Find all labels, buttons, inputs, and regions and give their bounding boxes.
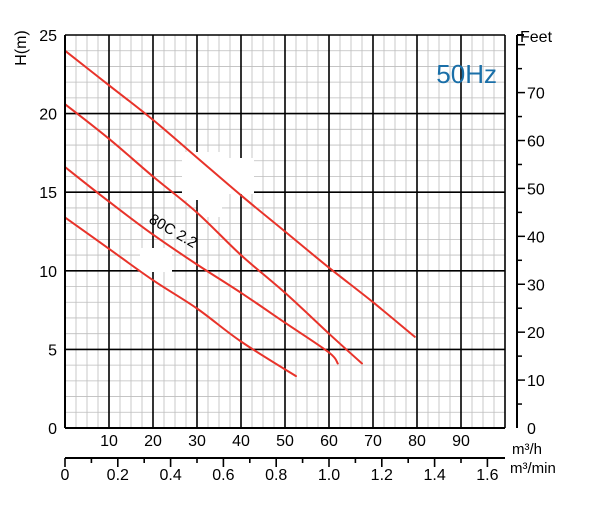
h-tick-label: 5 xyxy=(48,342,57,359)
grid-mask xyxy=(182,152,222,200)
h-tick-label: 20 xyxy=(39,107,57,124)
h-tick-label: 0 xyxy=(48,421,57,438)
feet-axis-label: Feet xyxy=(520,29,553,46)
curve-series-4 xyxy=(64,216,297,378)
h-tick-label: 25 xyxy=(39,28,57,45)
m3h-axis-label: m³/h xyxy=(512,441,542,458)
m3min-tick-label: 1.2 xyxy=(371,467,393,484)
m3h-tick-label: 90 xyxy=(452,433,470,450)
feet-tick-label: 40 xyxy=(527,229,545,246)
curve-label: 80C 2.2 xyxy=(146,211,200,252)
feet-tick-label: 0 xyxy=(527,421,536,438)
grid-mask xyxy=(222,158,254,194)
feet-tick-label: 20 xyxy=(527,325,545,342)
curve-series-3 xyxy=(64,166,339,365)
feet-tick-label: 60 xyxy=(527,134,545,151)
curve-series-2 xyxy=(64,103,363,365)
m3min-axis-label: m³/min xyxy=(510,460,556,477)
m3min-tick-label: 0.4 xyxy=(159,467,181,484)
m3min-tick-label: 0.6 xyxy=(212,467,234,484)
m3h-tick-label: 50 xyxy=(276,433,294,450)
m3min-tick-label: 1.0 xyxy=(318,467,340,484)
m3h-tick-label: 70 xyxy=(364,433,382,450)
m3h-tick-label: 10 xyxy=(100,433,118,450)
feet-tick-label: 30 xyxy=(527,277,545,294)
feet-tick-label: 50 xyxy=(527,181,545,198)
m3min-tick-label: 1.6 xyxy=(476,467,498,484)
h-tick-label: 15 xyxy=(39,185,57,202)
feet-tick-label: 70 xyxy=(527,86,545,103)
h-tick-label: 10 xyxy=(39,264,57,281)
m3min-tick-label: 1.4 xyxy=(423,467,445,484)
m3h-tick-label: 60 xyxy=(320,433,338,450)
grid-mask xyxy=(140,248,172,272)
chart-title: 50Hz xyxy=(436,59,497,89)
m3min-tick-label: 0.8 xyxy=(265,467,287,484)
curve-series-1 xyxy=(64,49,416,338)
m3h-tick-label: 80 xyxy=(408,433,426,450)
grid-mask xyxy=(198,195,222,217)
m3min-tick-label: 0.2 xyxy=(107,467,129,484)
h-axis-label: H(m) xyxy=(13,30,30,66)
m3min-tick-label: 0 xyxy=(61,467,70,484)
m3h-tick-label: 40 xyxy=(232,433,250,450)
m3h-tick-label: 30 xyxy=(188,433,206,450)
feet-tick-label: 10 xyxy=(527,373,545,390)
m3h-tick-label: 20 xyxy=(144,433,162,450)
